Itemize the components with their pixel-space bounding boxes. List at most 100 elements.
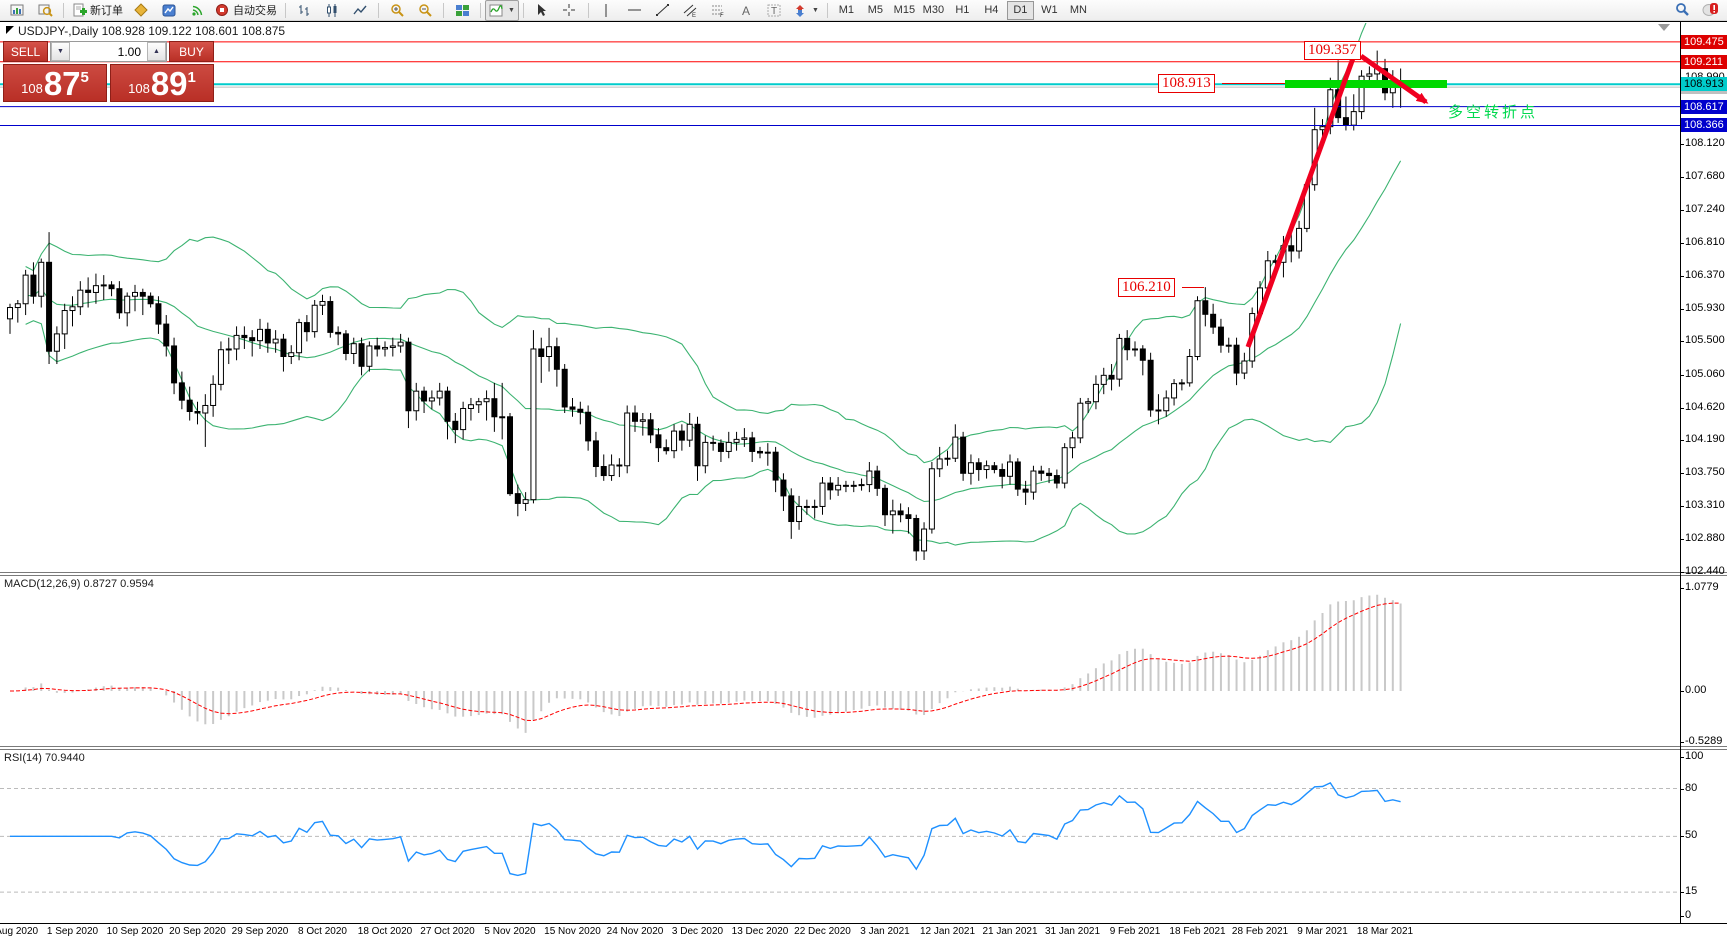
date-label: 8 Oct 2020 [298,926,347,937]
macd-pane[interactable] [0,577,1680,745]
pane-separator[interactable] [0,749,1727,750]
buy-price-tile[interactable]: 108 89 1 [110,64,214,102]
toolbar-separator [522,2,524,18]
notifications-icon[interactable] [1696,0,1724,21]
equidistant-channel-icon[interactable]: E [677,0,705,21]
date-label: 24 Nov 2020 [606,926,664,937]
volume-input[interactable]: 1.00 [117,44,141,59]
macd-tick-label: 1.0779 [1685,581,1719,593]
price-tick-label: 106.810 [1685,236,1725,248]
pane-separator[interactable] [0,746,1727,747]
turning-point-note[interactable]: 多空转折点 [1448,104,1539,121]
date-label: 9 Feb 2021 [1109,926,1161,937]
strategy-tester-icon[interactable] [155,0,183,21]
horizontal-line-icon[interactable] [621,0,649,21]
charts-window-icon[interactable] [3,0,31,21]
arrows-icon[interactable]: ▼ [789,0,823,21]
one-click-trade-panel: SELL ▼ 1.00 ▲ BUY 108 87 5 108 89 1 [3,41,214,102]
line-chart-icon[interactable] [346,0,374,21]
cursor-icon[interactable] [528,0,556,21]
pane-separator[interactable] [0,575,1727,576]
search-icon[interactable] [1668,0,1696,21]
bar-chart-icon[interactable] [290,0,318,21]
timeframe-w1[interactable]: W1 [1041,4,1058,17]
date-label: 18 Feb 2021 [1169,926,1226,937]
tile-windows-icon[interactable] [448,0,476,21]
low-callout-leader [1182,287,1204,288]
main-price-pane[interactable] [0,23,1680,572]
rsi-tickmark [1680,892,1684,893]
price-tickmark [1680,210,1684,211]
price-tick-label: 104.190 [1685,433,1725,445]
date-label: 31 Jan 2021 [1044,926,1101,937]
chart-legend: USDJPY-,Daily 108.928 109.122 108.601 10… [18,24,285,38]
trendline-icon[interactable] [649,0,677,21]
price-tickmark [1680,572,1684,573]
autotrading-button[interactable]: 自动交易 [211,0,281,21]
toolbar-separator [285,2,286,18]
indicators-icon[interactable]: ▼ [485,0,519,21]
volume-decrease-button[interactable]: ▼ [51,42,70,61]
timeframe-m5[interactable]: M5 [867,4,884,17]
price-tickmark [1680,309,1684,310]
date-label: 20 Sep 2020 [169,926,226,937]
candlesticks-icon[interactable] [318,0,346,21]
rsi-label: RSI(14) 70.9440 [4,752,85,764]
volume-increase-button[interactable]: ▲ [147,42,166,61]
price-tickmark [1680,440,1684,441]
fibonacci-icon[interactable]: F [705,0,733,21]
chart-shift-marker-icon[interactable] [1658,24,1670,31]
signals-icon[interactable] [183,0,211,21]
timeframe-m1[interactable]: M1 [838,4,855,17]
price-tick-label: 103.750 [1685,466,1725,478]
zoom-in-icon[interactable] [383,0,411,21]
text-icon[interactable]: A [733,0,761,21]
price-tickmark [1680,539,1684,540]
svg-text:E: E [692,13,696,18]
timeframe-m15[interactable]: M15 [893,4,916,17]
buy-button[interactable]: BUY [169,41,214,62]
rsi-pane[interactable] [0,750,1680,923]
timeframe-mn[interactable]: MN [1069,4,1087,17]
metaeditor-icon[interactable] [127,0,155,21]
price-badge-109.211: 109.211 [1681,55,1727,69]
text-label-icon[interactable]: T [761,0,789,21]
date-label: 3 Dec 2020 [671,926,724,937]
vertical-line-icon[interactable] [593,0,621,21]
low-price-callout[interactable]: 106.210 [1118,278,1175,297]
price-tick-label: 105.500 [1685,334,1725,346]
bollinger-lower [25,320,1402,546]
date-label: 15 Nov 2020 [544,926,601,937]
rsi-line [10,782,1401,877]
toolbar-separator [378,2,379,18]
timeframe-d1[interactable]: D1 [1006,0,1034,20]
buy-price-prefix: 108 [128,80,150,96]
price-tick-label: 107.680 [1685,170,1725,182]
date-label: 3 Jan 2021 [860,926,910,937]
svg-text:F: F [720,13,724,18]
date-label: 23 Aug 2020 [0,926,39,937]
price-badge-108.617: 108.617 [1681,100,1727,114]
sell-button[interactable]: SELL [3,41,48,62]
new-order-button[interactable]: 新订单 [68,0,127,21]
timeframe-m30[interactable]: M30 [922,4,945,17]
high-price-callout[interactable]: 109.357 [1304,41,1361,60]
zone-price-callout[interactable]: 108.913 [1158,74,1215,93]
chart-window[interactable]: USDJPY-,Daily 108.928 109.122 108.601 10… [0,21,1727,939]
macd-tickmark [1680,588,1684,589]
buy-price-big: 89 [150,64,188,102]
timeframe-h1[interactable]: H1 [955,4,970,17]
date-label: 18 Mar 2021 [1356,926,1414,937]
date-label: 29 Sep 2020 [231,926,289,937]
date-label: 28 Feb 2021 [1231,926,1289,937]
rsi-tickmark [1680,916,1684,917]
zoom-out-icon[interactable] [411,0,439,21]
price-tickmark [1680,408,1684,409]
pane-separator[interactable] [0,572,1727,573]
data-window-icon[interactable] [31,0,59,21]
timeframe-h4[interactable]: H4 [984,4,999,17]
chart-bottom-border [0,923,1727,924]
crosshair-icon[interactable] [556,0,584,21]
price-tickmark [1680,506,1684,507]
sell-price-tile[interactable]: 108 87 5 [3,64,107,102]
